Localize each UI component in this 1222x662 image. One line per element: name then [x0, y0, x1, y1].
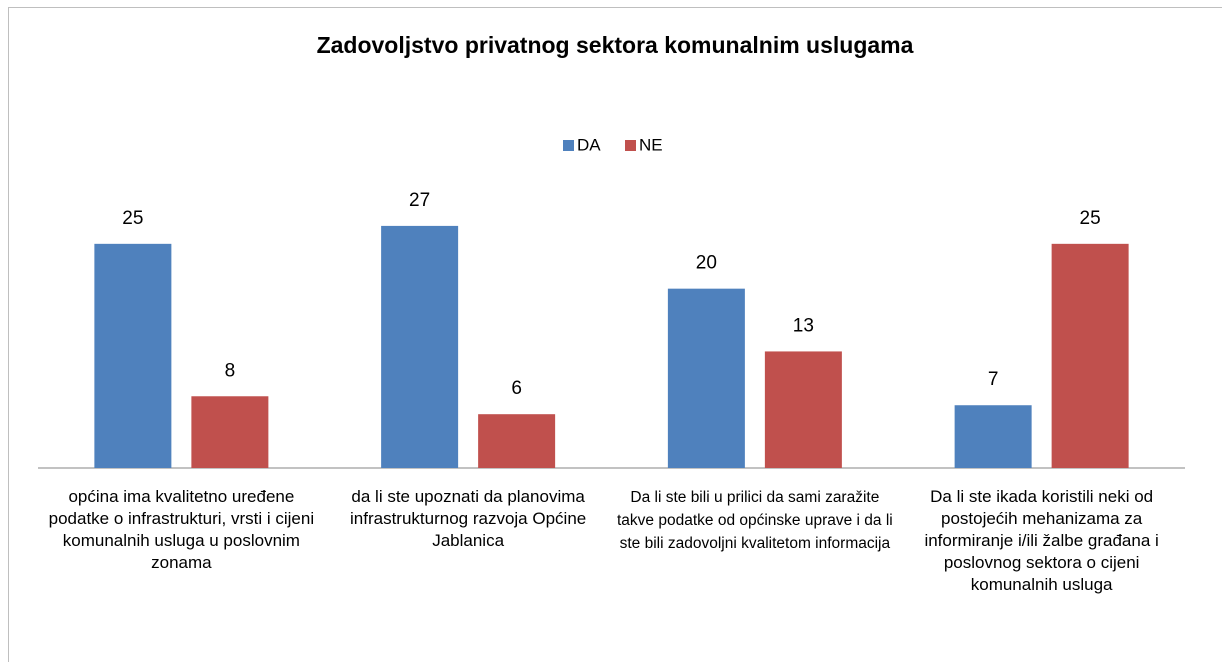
bar: [954, 405, 1032, 468]
x-tick-label: Da li ste bili u prilici da sami zaražit…: [617, 489, 893, 552]
legend-label: DA: [577, 135, 601, 154]
data-label: 20: [696, 253, 717, 274]
data-label: 6: [511, 378, 522, 399]
bar: [381, 225, 459, 468]
bar: [478, 414, 556, 468]
data-label: 25: [1080, 208, 1101, 229]
chart-title: Zadovoljstvo privatnog sektora komunalni…: [317, 32, 914, 58]
bar: [667, 288, 745, 468]
bar: [1051, 243, 1129, 468]
x-tick-label: da li ste upoznati da planovima infrastr…: [350, 487, 587, 550]
data-label: 25: [122, 208, 143, 229]
bar: [94, 243, 172, 468]
x-tick-label: Da li ste ikada koristili neki od postoj…: [924, 487, 1159, 594]
chart-frame: [8, 7, 1222, 662]
legend-label: NE: [639, 135, 663, 154]
bar: [764, 351, 842, 468]
data-label: 13: [793, 315, 814, 336]
x-tick-label: općina ima kvalitetno uređene podatke o …: [48, 487, 315, 572]
data-label: 27: [409, 190, 430, 211]
legend-swatch: [563, 140, 574, 151]
bar: [191, 396, 269, 468]
legend-swatch: [625, 140, 636, 151]
data-label: 7: [988, 369, 999, 390]
data-label: 8: [225, 360, 236, 381]
